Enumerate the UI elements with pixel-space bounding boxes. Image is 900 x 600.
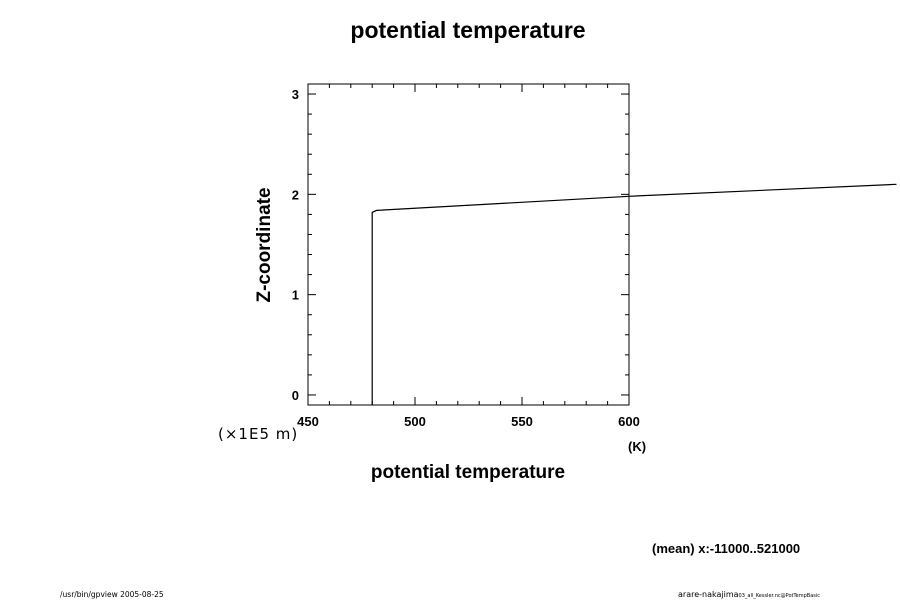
y-tick-label: 3 <box>292 87 299 102</box>
y-tick-label: 1 <box>292 288 299 303</box>
y-tick-label: 0 <box>292 388 299 403</box>
y-axis-label: Z-coordinate <box>254 187 275 302</box>
series-group <box>371 183 897 405</box>
series-line <box>371 183 897 405</box>
x-tick-label: 600 <box>618 414 640 429</box>
footer-right-main: arare-nakajima <box>678 590 739 599</box>
axis-ticks <box>307 84 630 405</box>
footer-left: /usr/bin/gpview 2005-08-25 <box>60 590 164 599</box>
mean-range-annotation: (mean) x:-11000..521000 <box>652 541 800 556</box>
y-axis-unit: (×1E5 m) <box>218 425 298 443</box>
plot-border <box>307 83 630 406</box>
x-tick-label: 500 <box>404 414 426 429</box>
chart-title: potential temperature <box>350 17 585 43</box>
x-tick-label: 450 <box>297 414 319 429</box>
footer-right: arare-nakajima03_all_Kessler.nc@PotTempB… <box>678 590 820 599</box>
plot-frame <box>307 83 630 406</box>
x-axis-label: potential temperature <box>371 462 565 483</box>
axis-tick-labels: 450 500 550 600 0 1 2 3 <box>292 87 640 429</box>
x-tick-label: 550 <box>511 414 533 429</box>
footer-right-sub: 03_all_Kessler.nc@PotTempBasic <box>739 593 821 599</box>
x-axis-unit: (K) <box>628 439 646 454</box>
y-tick-label: 2 <box>292 187 299 202</box>
